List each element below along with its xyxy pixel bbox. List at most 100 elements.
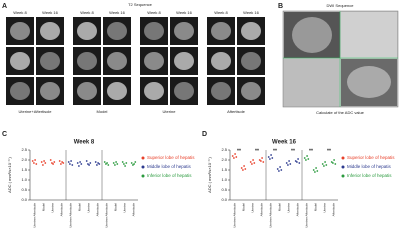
data-point — [312, 169, 315, 171]
data-point — [49, 159, 52, 161]
legend-label: Inferior lobe of hepatis — [147, 173, 192, 178]
data-point — [298, 162, 301, 164]
data-point — [231, 155, 234, 157]
data-point — [51, 162, 53, 164]
mri-organ — [77, 52, 97, 70]
data-point — [106, 162, 108, 164]
data-point — [115, 161, 117, 163]
significance-label: ** — [291, 148, 295, 154]
data-point — [244, 168, 247, 170]
y-axis-label: ADC ( mm²/s×10⁻³ ) — [207, 156, 212, 192]
data-point — [323, 165, 325, 167]
chart-title: Week 16 — [272, 140, 297, 146]
x-tick-label: Model — [241, 203, 245, 212]
week-label: Week 16 — [109, 10, 125, 15]
data-point — [79, 161, 81, 163]
mri-organ — [241, 82, 261, 100]
x-tick-label: Uterine+Aftertisole — [304, 203, 308, 228]
mri-organ — [241, 52, 261, 70]
data-point — [305, 159, 307, 161]
data-point — [33, 162, 35, 164]
data-point — [124, 165, 126, 167]
week-label: Week 8 — [13, 10, 27, 15]
data-point — [235, 156, 238, 158]
mri-organ — [10, 82, 30, 100]
y-tick-label: 1.0 — [221, 177, 227, 182]
data-point — [288, 160, 290, 162]
data-point — [76, 162, 79, 164]
data-point — [125, 162, 128, 164]
x-tick-label: Uterine — [250, 203, 254, 213]
data-point — [116, 163, 119, 165]
data-point — [71, 164, 74, 166]
data-point — [325, 164, 328, 166]
data-point — [94, 161, 97, 163]
data-point — [114, 164, 116, 166]
data-point — [42, 164, 44, 166]
week-label: Week 8 — [214, 10, 228, 15]
data-point — [105, 163, 107, 165]
panel-label: A — [2, 3, 7, 10]
mri-organ — [174, 82, 194, 100]
data-point — [87, 163, 89, 165]
data-point — [60, 163, 62, 165]
mri-organ — [40, 82, 60, 100]
x-tick-label: Aftertisole — [95, 203, 99, 217]
data-point — [324, 161, 326, 163]
data-point — [332, 162, 334, 164]
x-tick-label: Uterine — [50, 203, 54, 213]
x-tick-label: Uterine — [322, 203, 326, 213]
data-point — [249, 161, 252, 163]
data-point — [243, 165, 246, 167]
data-point — [258, 159, 261, 161]
mri-organ — [40, 22, 60, 40]
data-point — [271, 157, 274, 159]
data-point — [88, 164, 90, 166]
mri-organ — [107, 82, 127, 100]
y-tick-label: 0.0 — [21, 197, 27, 202]
x-tick-label: Model — [277, 203, 281, 212]
data-point — [294, 160, 297, 162]
data-point — [262, 161, 265, 163]
y-tick-label: 1.0 — [21, 177, 27, 182]
significance-label: ** — [327, 148, 331, 154]
data-point — [296, 161, 298, 163]
chart-title: Week 8 — [74, 140, 95, 146]
legend-label: Middle lobe of hepatis — [147, 164, 192, 169]
week-label: Week 8 — [147, 10, 161, 15]
y-tick-label: 1.5 — [21, 167, 27, 172]
data-point — [303, 157, 306, 159]
data-point — [67, 161, 70, 163]
x-tick-label: Aftertisole — [59, 203, 63, 217]
y-tick-label: 2.0 — [221, 157, 227, 162]
data-point — [98, 163, 101, 165]
significance-label: ** — [273, 148, 277, 154]
significance-label: ** — [309, 148, 313, 154]
mri-organ — [174, 22, 194, 40]
data-point — [35, 163, 38, 165]
x-tick-label: Uterine — [86, 203, 90, 213]
data-point — [123, 163, 125, 165]
data-point — [89, 162, 92, 164]
data-point — [44, 162, 47, 164]
legend-label: Superior lobe of hepatis — [147, 155, 195, 160]
y-tick-label: 1.5 — [221, 167, 227, 172]
data-point — [103, 161, 106, 163]
legend-label: Middle lobe of hepatis — [347, 164, 392, 169]
data-point — [70, 160, 72, 162]
group-label: Aftertisole — [227, 109, 246, 114]
data-point — [80, 163, 83, 165]
mri-organ — [77, 22, 97, 40]
data-point — [242, 169, 244, 171]
data-point — [289, 163, 292, 165]
mri-organ — [107, 52, 127, 70]
y-axis-label: ADC ( mm²/s×10⁻³ ) — [7, 156, 12, 192]
data-point — [267, 156, 270, 158]
legend-marker — [141, 165, 145, 169]
data-point — [276, 168, 279, 170]
week-label: Week 16 — [176, 10, 192, 15]
group-label: Uterine+Aftertisole — [18, 109, 52, 114]
mri-organ — [211, 52, 231, 70]
data-point — [252, 159, 255, 161]
data-point — [278, 170, 280, 172]
